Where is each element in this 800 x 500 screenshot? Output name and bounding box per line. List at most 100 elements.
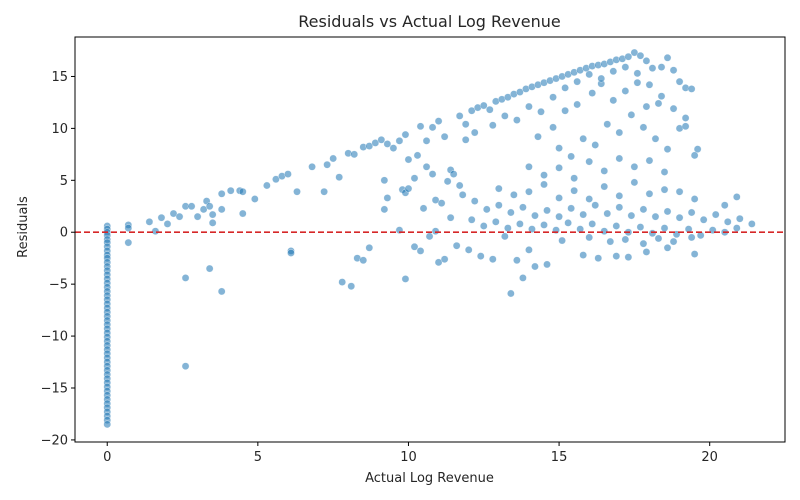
scatter-point (585, 195, 594, 203)
scatter-point (636, 51, 645, 60)
scatter-point (570, 186, 578, 195)
scatter-point (513, 256, 521, 265)
scatter-point (660, 185, 669, 194)
scatter-point (476, 252, 485, 260)
scatter-point (615, 192, 624, 200)
scatter-point (555, 144, 563, 152)
scatter-point (365, 243, 374, 252)
scatter-point (329, 154, 337, 163)
scatter-point (482, 205, 491, 214)
scatter-point (488, 121, 497, 130)
scatter-point (564, 219, 572, 227)
scatter-point (591, 201, 600, 210)
scatter-point (630, 178, 639, 187)
scatter-point (573, 77, 582, 86)
scatter-point (163, 220, 172, 228)
scatter-point (422, 137, 431, 145)
scatter-point (287, 249, 295, 257)
scatter-point (335, 173, 344, 182)
scatter-point (657, 63, 666, 71)
scatter-point (663, 53, 672, 62)
scatter-point (504, 93, 512, 102)
scatter-point (699, 215, 708, 224)
scatter-point (428, 123, 437, 132)
scatter-point (531, 262, 539, 271)
scatter-point (603, 120, 612, 129)
scatter-point (371, 139, 380, 147)
scatter-point (452, 241, 461, 250)
scatter-point (654, 99, 663, 108)
scatter-point (636, 223, 645, 231)
scatter-point (461, 135, 470, 144)
y-tick-label: −5 (49, 278, 68, 293)
scatter-point (675, 187, 684, 196)
scatter-point (443, 177, 452, 186)
scatter-point (711, 210, 720, 219)
scatter-point (320, 187, 328, 196)
scatter-point (440, 132, 449, 141)
scatter-point (624, 52, 633, 61)
y-tick-label: −15 (41, 382, 68, 397)
scatter-point (359, 256, 368, 265)
scatter-point (690, 250, 699, 258)
scatter-point (145, 218, 154, 226)
scatter-point (485, 105, 494, 114)
scatter-point (428, 170, 437, 178)
scatter-point (519, 203, 527, 212)
scatter-point (681, 114, 690, 122)
scatter-point (633, 78, 642, 87)
scatter-point (416, 247, 425, 255)
scatter-point (645, 189, 654, 198)
scatter-point (401, 275, 410, 283)
scatter-point (627, 111, 636, 119)
x-tick-label: 0 (103, 450, 111, 465)
scatter-point (525, 162, 533, 171)
points-layer (103, 48, 756, 429)
scatter-point (205, 202, 214, 211)
scatter-point (558, 236, 566, 245)
scatter-point (567, 152, 575, 161)
scatter-point (594, 254, 603, 263)
y-axis-label: Residuals (16, 196, 31, 258)
scatter-point (383, 194, 392, 202)
scatter-point (720, 201, 729, 210)
scatter-point (516, 220, 524, 228)
scatter-point (199, 205, 208, 214)
scatter-point (693, 145, 702, 153)
scatter-point (449, 170, 458, 178)
scatter-point (645, 156, 654, 165)
scatter-point (621, 87, 630, 95)
scatter-point (663, 145, 672, 153)
scatter-point (395, 137, 404, 145)
scatter-point (124, 224, 133, 232)
scatter-point (579, 210, 588, 219)
scatter-point (338, 278, 347, 286)
scatter-point (250, 195, 259, 203)
scatter-point (690, 151, 699, 160)
scatter-point (440, 255, 449, 264)
scatter-point (470, 197, 479, 205)
scatter-point (470, 128, 479, 137)
scatter-point (612, 222, 621, 230)
scatter-point (284, 170, 292, 178)
scatter-point (404, 184, 413, 193)
scatter-point (579, 134, 588, 143)
scatter-point (528, 225, 536, 233)
scatter-point (648, 229, 657, 238)
scatter-point (660, 168, 669, 176)
scatter-point (491, 218, 500, 226)
scatter-point (193, 212, 202, 221)
y-tick-label: 15 (51, 70, 68, 85)
scatter-point (621, 63, 630, 71)
scatter-point (732, 193, 741, 201)
scatter-point (732, 224, 741, 232)
scatter-point (549, 123, 557, 132)
scatter-point (516, 88, 524, 96)
scatter-point (175, 212, 184, 221)
scatter-point (347, 282, 356, 291)
scatter-point (690, 195, 699, 203)
scatter-point (675, 77, 684, 86)
scatter-point (501, 232, 509, 241)
scatter-point (124, 238, 133, 247)
